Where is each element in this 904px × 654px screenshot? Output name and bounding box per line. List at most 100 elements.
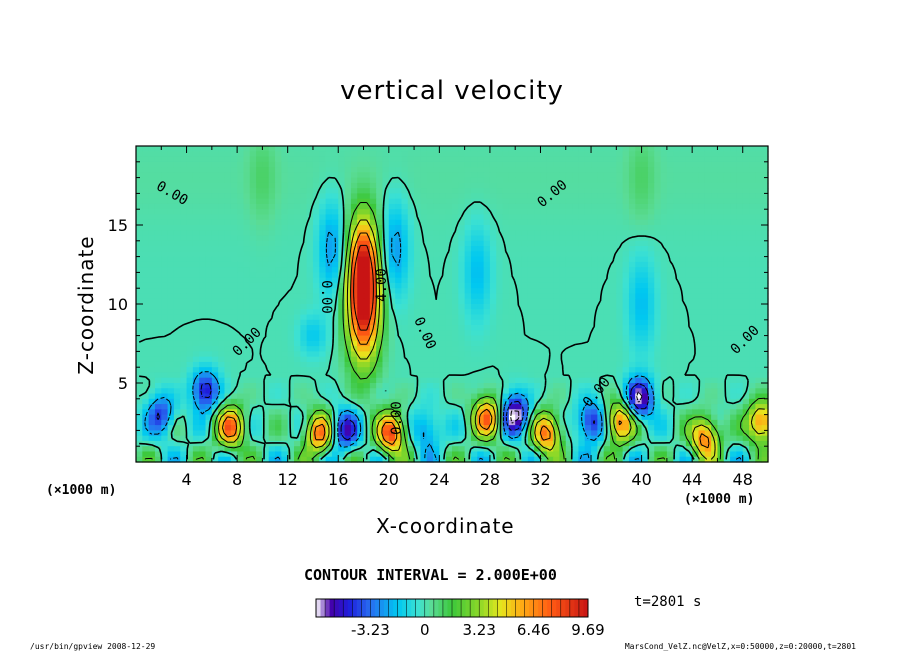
heatmap-cell xyxy=(262,309,270,316)
heatmap-cell xyxy=(635,198,643,205)
heatmap-cell xyxy=(281,346,289,352)
heatmap-cell xyxy=(363,225,371,231)
heatmap-cell xyxy=(357,235,365,242)
heatmap-cell xyxy=(483,161,491,168)
heatmap-cell xyxy=(180,167,188,173)
heatmap-cell xyxy=(401,404,409,410)
heatmap-cell xyxy=(534,404,542,410)
heatmap-cell xyxy=(363,251,371,258)
heatmap-cell xyxy=(382,340,390,347)
heatmap-cell xyxy=(742,398,750,405)
heatmap-cell xyxy=(603,340,611,347)
heatmap-cell xyxy=(704,240,712,247)
heatmap-cell xyxy=(173,340,181,347)
heatmap-cell xyxy=(249,282,257,289)
heatmap-cell xyxy=(755,351,763,358)
heatmap-cell xyxy=(616,367,624,374)
heatmap-cell xyxy=(610,251,617,258)
heatmap-cell xyxy=(578,172,586,179)
heatmap-cell xyxy=(755,398,763,405)
heatmap-cell xyxy=(414,393,421,400)
heatmap-cell xyxy=(610,367,617,374)
heatmap-cell xyxy=(749,172,756,179)
heatmap-cell xyxy=(376,214,384,221)
heatmap-cell xyxy=(287,277,295,284)
heatmap-cell xyxy=(268,293,276,300)
heatmap-cell xyxy=(230,404,238,410)
heatmap-cell xyxy=(572,198,579,205)
heatmap-cell xyxy=(603,325,611,331)
heatmap-cell xyxy=(477,282,485,289)
heatmap-cell xyxy=(433,214,440,221)
heatmap-cell xyxy=(717,372,725,379)
heatmap-cell xyxy=(136,177,143,184)
heatmap-cell xyxy=(420,298,428,305)
heatmap-cell xyxy=(363,356,371,363)
heatmap-cell xyxy=(395,151,403,158)
heatmap-cell xyxy=(546,304,554,310)
heatmap-cell xyxy=(256,203,263,210)
heatmap-cell xyxy=(173,225,181,231)
heatmap-cell xyxy=(553,356,561,363)
heatmap-cell xyxy=(426,288,434,295)
heatmap-cell xyxy=(192,330,200,337)
heatmap-cell xyxy=(616,330,624,337)
heatmap-cell xyxy=(553,209,561,216)
heatmap-cell xyxy=(711,172,719,179)
heatmap-cell xyxy=(666,377,674,384)
heatmap-cell xyxy=(199,272,207,279)
heatmap-cell xyxy=(306,372,314,379)
heatmap-cell xyxy=(572,309,579,316)
heatmap-cell xyxy=(470,298,478,305)
heatmap-cell xyxy=(502,288,510,295)
heatmap-cell xyxy=(331,277,339,284)
heatmap-cell xyxy=(730,398,737,405)
heatmap-cell xyxy=(591,182,598,189)
heatmap-cell xyxy=(685,272,693,279)
heatmap-cell xyxy=(502,277,510,284)
heatmap-cell xyxy=(319,151,327,158)
heatmap-cell xyxy=(692,388,700,395)
heatmap-cell xyxy=(243,319,251,326)
heatmap-cell xyxy=(616,356,624,363)
heatmap-cell xyxy=(603,198,611,205)
heatmap-cell xyxy=(173,146,181,152)
heatmap-cell xyxy=(622,240,630,247)
heatmap-cell xyxy=(502,251,510,258)
heatmap-cell xyxy=(679,198,687,205)
heatmap-cell xyxy=(275,325,282,331)
heatmap-cell xyxy=(660,304,668,310)
heatmap-cell xyxy=(136,209,143,216)
heatmap-cell xyxy=(622,219,630,226)
heatmap-cell xyxy=(363,282,371,289)
heatmap-cell xyxy=(433,398,440,405)
heatmap-cell xyxy=(666,177,674,184)
heatmap-cell xyxy=(388,161,396,168)
heatmap-cell xyxy=(565,314,573,321)
heatmap-cell xyxy=(344,188,352,194)
heatmap-cell xyxy=(546,267,554,273)
heatmap-cell xyxy=(565,203,573,210)
heatmap-cell xyxy=(730,361,737,368)
heatmap-cell xyxy=(420,388,428,395)
heatmap-cell xyxy=(357,209,365,216)
heatmap-cell xyxy=(578,225,586,231)
heatmap-cell xyxy=(578,198,586,205)
heatmap-cell xyxy=(382,203,390,210)
heatmap-cell xyxy=(502,309,510,316)
heatmap-cell xyxy=(470,383,478,389)
heatmap-cell xyxy=(420,246,428,252)
heatmap-cell xyxy=(572,404,579,410)
heatmap-cell xyxy=(711,203,719,210)
heatmap-cell xyxy=(489,293,497,300)
heatmap-cell xyxy=(388,314,396,321)
heatmap-cell xyxy=(578,188,586,194)
heatmap-cell xyxy=(755,219,763,226)
heatmap-cell xyxy=(211,240,219,247)
heatmap-cell xyxy=(243,351,251,358)
heatmap-cell xyxy=(154,404,162,410)
heatmap-cell xyxy=(376,383,384,389)
heatmap-cell xyxy=(312,282,320,289)
heatmap-cell xyxy=(211,209,219,216)
heatmap-cell xyxy=(369,219,377,226)
